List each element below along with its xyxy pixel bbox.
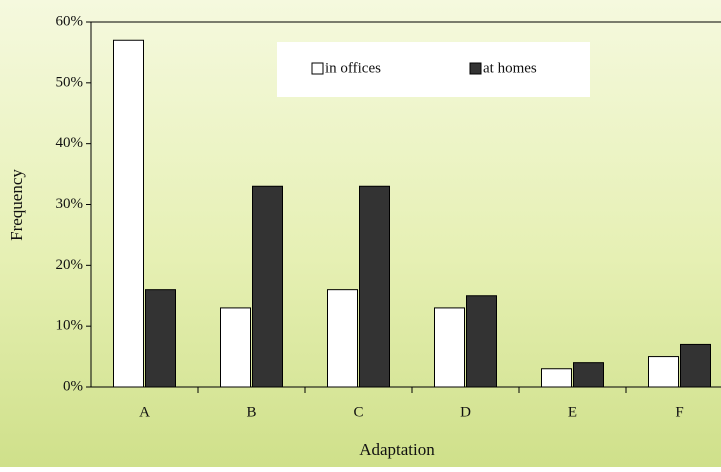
legend-label: in offices bbox=[325, 60, 381, 76]
x-tick-label: B bbox=[246, 404, 256, 420]
bar bbox=[113, 39, 144, 388]
bar bbox=[466, 295, 497, 388]
y-tick-label: 60% bbox=[56, 13, 84, 29]
bar bbox=[252, 185, 283, 388]
bar bbox=[573, 362, 604, 388]
bar bbox=[327, 289, 358, 388]
legend-box bbox=[277, 42, 590, 97]
x-tick-label: D bbox=[460, 404, 471, 420]
bar bbox=[648, 356, 679, 388]
x-axis-label: Adaptation bbox=[359, 440, 435, 459]
y-axis-label: Frequency bbox=[7, 169, 26, 241]
bar bbox=[434, 307, 465, 388]
bar bbox=[220, 307, 251, 388]
legend-label: at homes bbox=[483, 60, 537, 76]
x-tick-label: C bbox=[353, 404, 363, 420]
x-tick-label: E bbox=[568, 404, 577, 420]
y-tick-label: 30% bbox=[56, 196, 84, 212]
y-tick-label: 50% bbox=[56, 74, 84, 90]
y-tick-label: 20% bbox=[56, 257, 84, 273]
bar bbox=[680, 343, 711, 388]
y-tick-label: 0% bbox=[63, 378, 83, 394]
y-tick-label: 10% bbox=[56, 318, 84, 334]
legend-swatch bbox=[469, 62, 482, 75]
bar bbox=[541, 368, 572, 388]
legend-swatch bbox=[311, 62, 324, 75]
bar bbox=[145, 289, 176, 388]
x-tick-label: F bbox=[675, 404, 683, 420]
x-tick-label: A bbox=[139, 404, 150, 420]
y-tick-label: 40% bbox=[56, 135, 84, 151]
bar bbox=[359, 185, 390, 388]
